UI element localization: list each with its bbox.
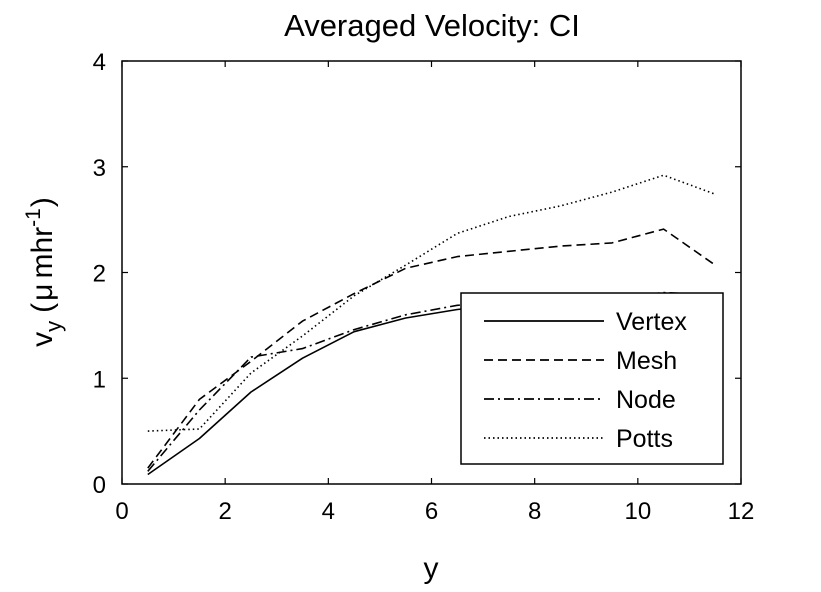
y-axis-label-superscript: -1 bbox=[22, 208, 45, 227]
y-axis-label-subscript: y bbox=[41, 321, 66, 332]
x-tick-label: 8 bbox=[528, 498, 541, 525]
y-axis-label-mu: μ bbox=[26, 284, 59, 301]
x-tick-label: 10 bbox=[624, 498, 651, 525]
x-tick-label: 4 bbox=[322, 498, 335, 525]
x-tick-label: 0 bbox=[115, 498, 128, 525]
y-tick-label: 0 bbox=[93, 472, 106, 499]
legend: Vertex Mesh Node Potts bbox=[460, 292, 724, 465]
y-tick-label: 1 bbox=[93, 366, 106, 393]
y-axis-label-close-paren: ) bbox=[26, 197, 59, 207]
legend-label-potts: Potts bbox=[616, 425, 673, 453]
y-axis-label-open-paren: ( bbox=[26, 303, 59, 313]
y-axis-label-unit: mhr bbox=[26, 227, 59, 279]
series-line-node bbox=[147, 291, 716, 472]
y-tick-label: 3 bbox=[93, 155, 106, 182]
y-axis-label: vy ( μ mhr-1) bbox=[22, 197, 66, 347]
x-tick-label: 6 bbox=[425, 498, 438, 525]
legend-label-node: Node bbox=[616, 386, 676, 414]
series-line-mesh bbox=[147, 228, 716, 469]
y-tick-label: 4 bbox=[93, 49, 106, 76]
legend-label-vertex: Vertex bbox=[616, 308, 687, 336]
x-axis-label: y bbox=[424, 552, 439, 585]
x-axis-ticks: 0 2 4 6 8 10 12 bbox=[115, 61, 754, 525]
x-tick-label: 12 bbox=[728, 498, 755, 525]
y-tick-label: 2 bbox=[93, 261, 106, 288]
y-axis-ticks: 0 1 2 3 4 bbox=[93, 49, 741, 499]
legend-label-mesh: Mesh bbox=[616, 347, 677, 375]
x-tick-label: 2 bbox=[218, 498, 231, 525]
series-line-potts bbox=[147, 174, 716, 432]
plot-frame bbox=[121, 60, 742, 485]
chart-title: Averaged Velocity: CI bbox=[284, 8, 580, 43]
y-axis-label-main: v bbox=[26, 332, 59, 347]
